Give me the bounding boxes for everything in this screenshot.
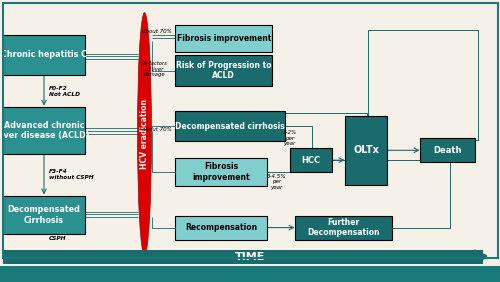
FancyBboxPatch shape [0, 266, 500, 282]
FancyBboxPatch shape [420, 138, 475, 162]
Text: Further
Decompensation: Further Decompensation [308, 218, 380, 237]
Text: Decompensated
Cirrhosis: Decompensated Cirrhosis [8, 205, 80, 225]
Text: F3-F4
without CSPH: F3-F4 without CSPH [49, 169, 94, 180]
Text: 3-4.5%
per
year: 3-4.5% per year [266, 174, 286, 190]
Text: Recompensation: Recompensation [185, 223, 258, 232]
Text: about 70%: about 70% [142, 127, 172, 132]
Text: Co-factors
of liver
damage: Co-factors of liver damage [141, 61, 168, 77]
Text: Fibrosis
improvement: Fibrosis improvement [192, 162, 250, 182]
Text: Death: Death [433, 146, 462, 155]
Text: Advanced chronic
liver disease (ACLD): Advanced chronic liver disease (ACLD) [0, 121, 90, 140]
Text: HCV eradication: HCV eradication [140, 99, 149, 169]
FancyBboxPatch shape [175, 111, 285, 141]
Text: 1-2%
per
year: 1-2% per year [282, 130, 297, 146]
FancyBboxPatch shape [290, 148, 333, 172]
FancyBboxPatch shape [175, 25, 272, 52]
Text: Fibrosis improvement: Fibrosis improvement [176, 34, 271, 43]
FancyBboxPatch shape [295, 216, 392, 240]
FancyBboxPatch shape [175, 55, 272, 86]
FancyBboxPatch shape [175, 216, 268, 240]
Text: CSPH: CSPH [49, 236, 66, 241]
FancyBboxPatch shape [2, 250, 482, 264]
Text: about 70%: about 70% [142, 28, 172, 34]
Text: OLTx: OLTx [354, 145, 379, 155]
Text: Decompensated cirrhosis: Decompensated cirrhosis [175, 122, 285, 131]
Text: HCC: HCC [302, 156, 321, 164]
FancyBboxPatch shape [2, 196, 85, 234]
Ellipse shape [138, 13, 151, 255]
FancyBboxPatch shape [345, 116, 388, 185]
FancyBboxPatch shape [175, 158, 268, 186]
Text: Risk of Progression to
ACLD: Risk of Progression to ACLD [176, 61, 272, 80]
Text: TIME: TIME [235, 252, 265, 262]
FancyBboxPatch shape [2, 107, 85, 154]
Text: Chronic hepatitis C: Chronic hepatitis C [1, 50, 87, 60]
Text: F0-F2
Not ACLD: F0-F2 Not ACLD [49, 86, 80, 97]
FancyBboxPatch shape [2, 35, 85, 75]
